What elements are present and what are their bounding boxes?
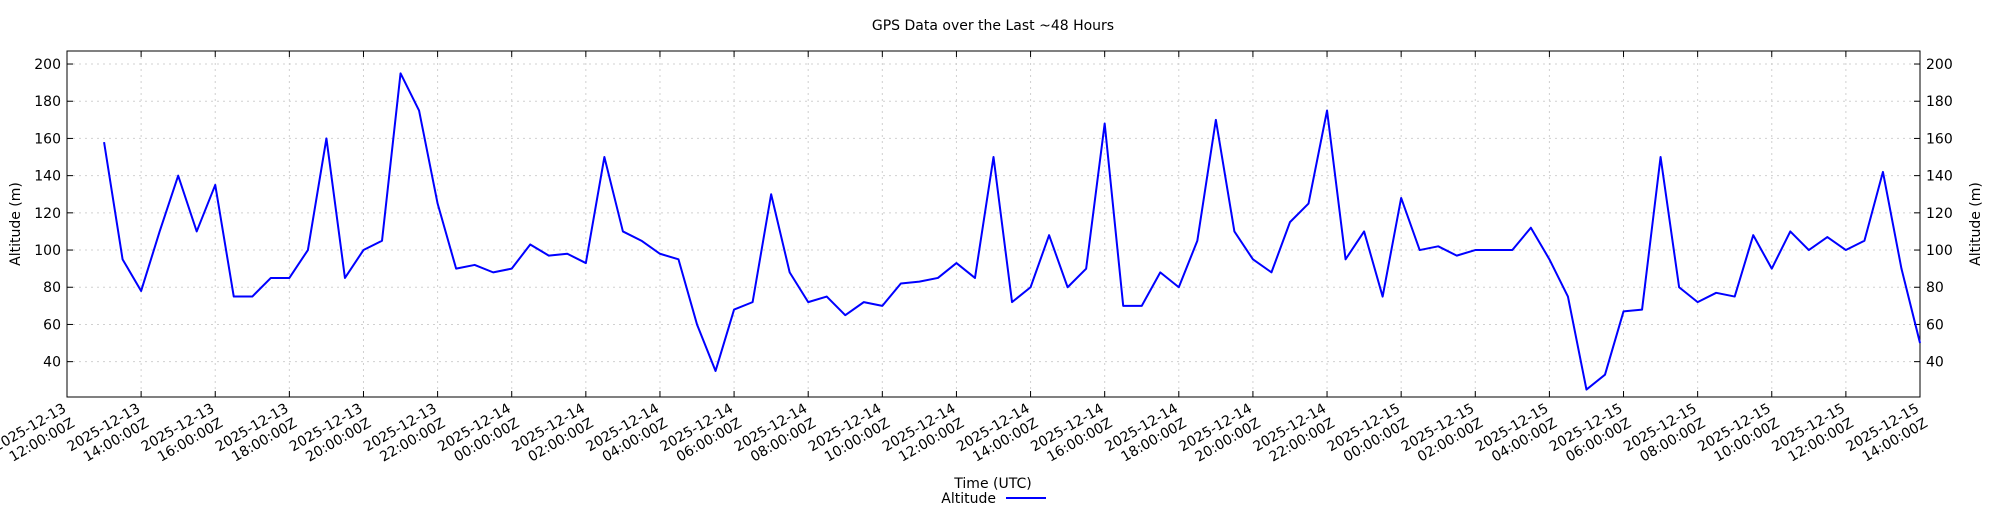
y-tick-label: 80 <box>43 280 61 296</box>
y2-tick-label: 100 <box>1926 243 1953 259</box>
y-tick-label: 60 <box>43 317 61 333</box>
y2-tick-label: 80 <box>1926 280 1944 296</box>
x-axis-label: Time (UTC) <box>953 476 1031 492</box>
y-tick-label: 200 <box>34 57 61 73</box>
y2-tick-label: 60 <box>1926 317 1944 333</box>
y-tick-label: 140 <box>34 169 61 185</box>
data-line <box>103 72 1921 391</box>
y2-tick-label: 180 <box>1926 94 1953 110</box>
y2-tick-label: 200 <box>1926 57 1953 73</box>
y-tick-label: 160 <box>34 131 61 147</box>
y-axis-label: Altitude (m) <box>8 182 24 266</box>
y2-tick-label: 40 <box>1926 355 1944 371</box>
y-tick-label: 120 <box>34 206 61 222</box>
y2-tick-label: 160 <box>1926 131 1953 147</box>
y2-axis-label: Altitude (m) <box>1968 182 1984 266</box>
y2-tick-label: 140 <box>1926 169 1953 185</box>
y-tick-label: 180 <box>34 94 61 110</box>
y-tick-label: 40 <box>43 355 61 371</box>
legend-label: Altitude <box>941 491 996 507</box>
chart-title: GPS Data over the Last ~48 Hours <box>872 18 1114 34</box>
plot-frame <box>66 50 1921 398</box>
y-tick-label: 100 <box>34 243 61 259</box>
y2-tick-label: 120 <box>1926 206 1953 222</box>
